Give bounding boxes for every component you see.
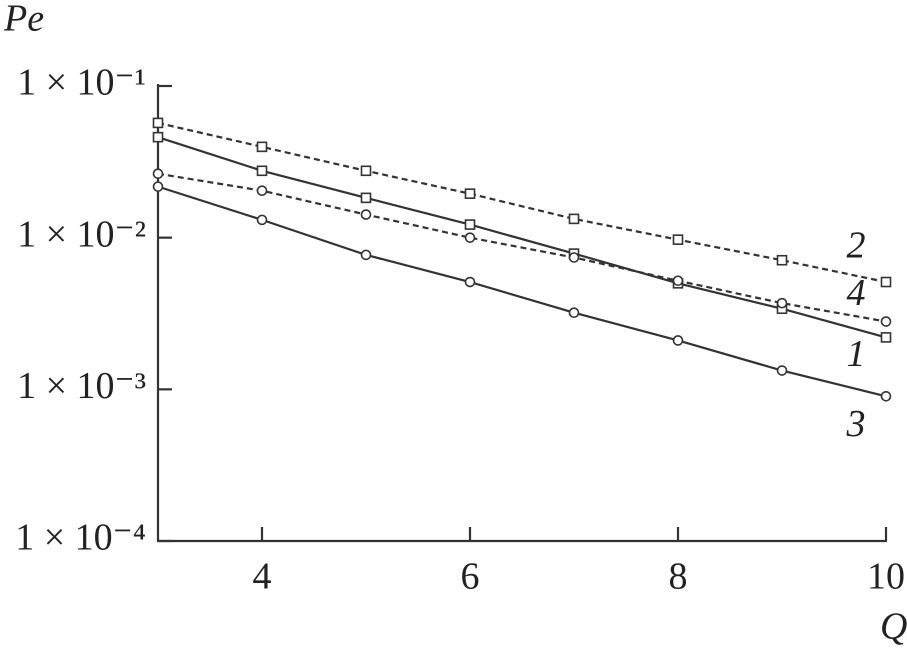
marker xyxy=(568,252,580,263)
x-tick-label: 10 xyxy=(867,556,905,598)
y-tick-label: 1 × 10⁻² xyxy=(17,213,146,255)
series-label: 4 xyxy=(847,272,866,314)
marker xyxy=(360,209,372,220)
marker xyxy=(464,188,476,199)
x-tick-label: 4 xyxy=(253,556,272,598)
marker xyxy=(152,131,164,143)
x-axis-label: Q xyxy=(880,606,907,648)
marker xyxy=(880,316,892,327)
y-tick-label: 1 × 10⁻³ xyxy=(17,365,146,407)
marker xyxy=(256,214,268,226)
marker xyxy=(152,181,164,192)
marker xyxy=(464,232,476,243)
marker xyxy=(880,332,892,343)
series-label: 1 xyxy=(847,333,866,375)
marker xyxy=(464,219,476,230)
marker xyxy=(360,165,372,177)
marker xyxy=(672,335,684,346)
marker xyxy=(568,307,580,319)
marker xyxy=(360,249,372,261)
marker xyxy=(880,390,892,402)
marker xyxy=(464,276,476,288)
series-line xyxy=(157,172,887,323)
series-line xyxy=(157,121,887,284)
marker xyxy=(152,117,164,129)
series-label: 3 xyxy=(846,403,866,445)
y-tick-label: 1 × 10⁻⁴ xyxy=(15,517,146,559)
x-tick-label: 8 xyxy=(669,556,688,598)
series-line xyxy=(157,185,887,398)
y-tick-label: 1 × 10⁻¹ xyxy=(17,62,146,104)
marker xyxy=(880,276,892,288)
marker xyxy=(256,185,268,197)
marker xyxy=(776,254,788,266)
y-axis-label: Pe xyxy=(3,0,44,40)
marker xyxy=(776,297,788,309)
marker xyxy=(776,365,788,376)
marker xyxy=(256,165,268,177)
marker xyxy=(152,168,164,180)
x-tick-label: 6 xyxy=(461,556,480,598)
marker xyxy=(672,234,684,245)
marker xyxy=(568,213,580,225)
series-line xyxy=(157,136,887,339)
marker xyxy=(256,141,268,153)
marker xyxy=(360,192,372,204)
marker xyxy=(672,275,684,287)
series-label: 2 xyxy=(847,225,866,267)
